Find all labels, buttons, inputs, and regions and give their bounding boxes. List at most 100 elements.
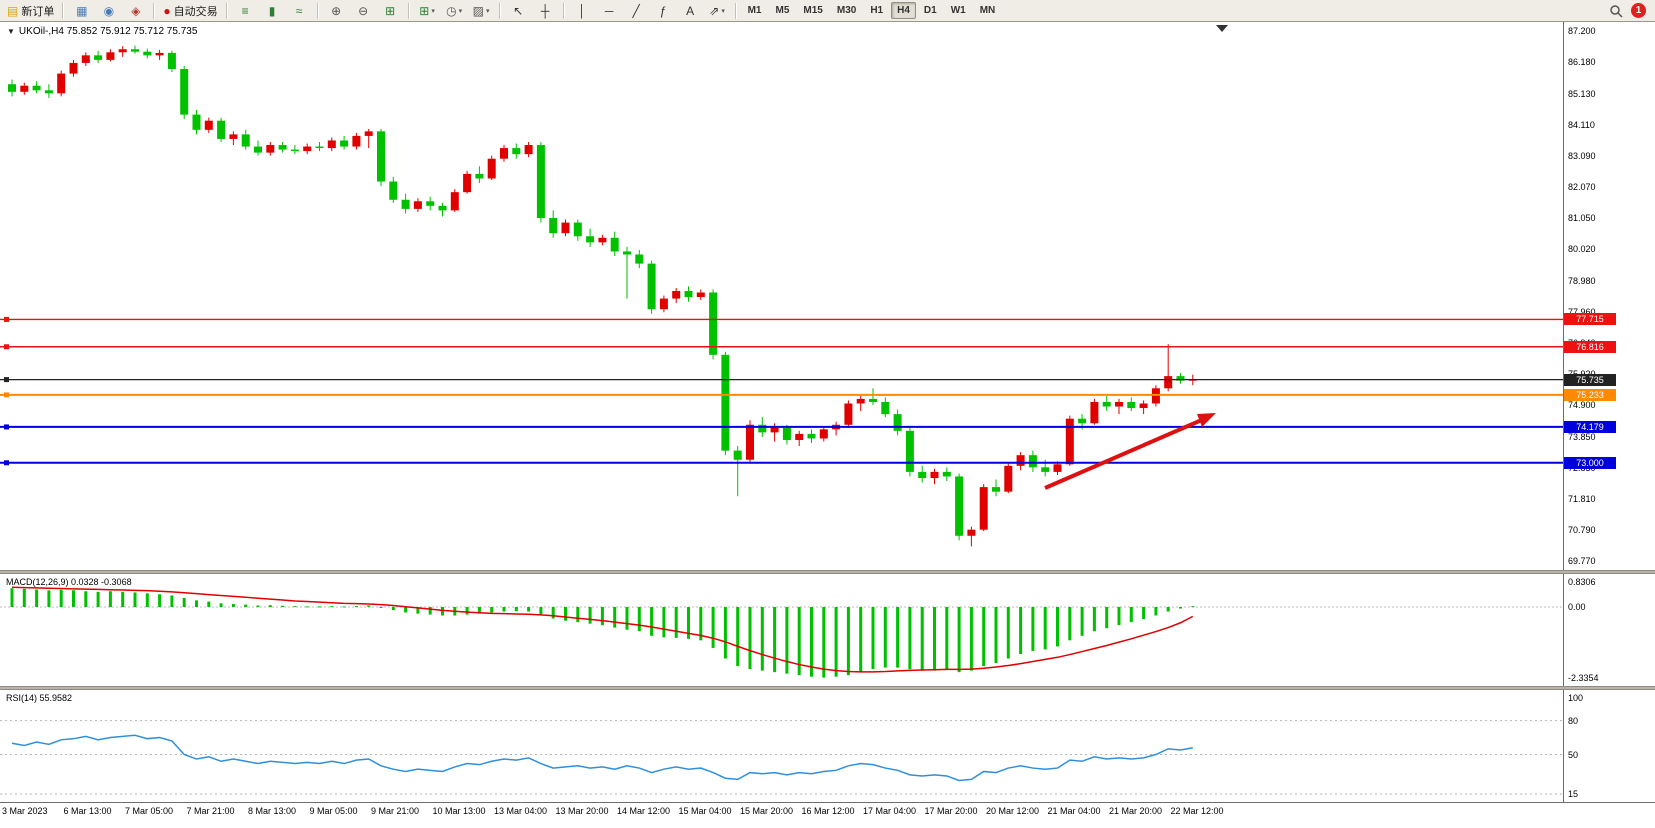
horizontal-line-75.735[interactable] [0, 377, 1563, 383]
candlestick-chart-icon: ▮ [268, 3, 276, 18]
text-icon: A [686, 3, 695, 18]
timeframe-d1-button[interactable]: D1 [923, 5, 937, 16]
price-axis-label: 86.180 [1568, 57, 1596, 67]
chevron-down-icon: ▾ [486, 7, 490, 15]
autotrade-button-label: 自动交易 [173, 5, 218, 18]
new-order-button-label: 新订单 [21, 5, 55, 18]
chart-menu-icon[interactable]: ▼ [7, 27, 15, 36]
chevron-down-icon: ▾ [721, 7, 725, 15]
data-window-button[interactable]: ◉ [96, 0, 121, 21]
line-handle[interactable] [4, 424, 9, 430]
autotrade-button[interactable]: ● 自动交易 [160, 0, 220, 21]
notification-badge[interactable]: 1 [1631, 3, 1646, 18]
fibonacci-icon: ƒ [659, 3, 667, 18]
new-order-button[interactable]: ▤ 新订单 [4, 0, 57, 21]
scroll-marker-icon[interactable] [1216, 25, 1228, 32]
time-axis-label: 20 Mar 12:00 [986, 806, 1040, 816]
toolbar-separator [498, 2, 501, 19]
text-button[interactable]: A [678, 0, 703, 21]
toolbar: ▤ 新订单 ▦ ◉ ◈ ● 自动交易 ≡ ▮ ≈ ⊕ ⊖ ⊞ ⊞ ▾ ◷ ▾ ▨ ▾ ↖ ┼ │ ─ ╱ ƒ A ⇗ ▾ M1 M5 M15… [0, 0, 1655, 22]
search-button[interactable] [1603, 0, 1628, 21]
price-tag-74.179: 74.179 [1564, 420, 1616, 433]
cursor-button[interactable]: ↖ [506, 0, 531, 21]
price-axis-label: 84.110 [1568, 119, 1595, 130]
main-chart[interactable] [0, 22, 1563, 570]
trend-arrow[interactable] [1044, 413, 1216, 490]
panel-splitter[interactable] [0, 686, 1655, 690]
timeframe-mn-button[interactable]: MN [979, 5, 996, 16]
rsi-label: RSI(14) 55.9582 [6, 693, 73, 703]
rsi-panel[interactable] [0, 690, 1563, 802]
crosshair-icon: ┼ [540, 3, 550, 18]
toolbar-separator [562, 2, 565, 19]
line-chart-icon: ≈ [295, 3, 303, 18]
zoom-out-icon: ⊖ [358, 3, 369, 18]
templates-icon: ▨ [472, 3, 484, 18]
timeframe-h1-button[interactable]: H1 [870, 5, 884, 16]
templates-button[interactable]: ▨ ▾ [469, 0, 494, 21]
candlestick-series [8, 45, 1197, 547]
toolbar-separator [734, 2, 737, 19]
trendline-button[interactable]: ╱ [624, 0, 649, 21]
timeframe-m5-button[interactable]: M5 [775, 5, 790, 16]
rsi-axis-label: 50 [1568, 749, 1579, 760]
profiles-button[interactable]: ◷ ▾ [442, 0, 467, 21]
line-handle[interactable] [4, 316, 9, 322]
time-axis-label: 15 Mar 20:00 [740, 806, 794, 816]
price-tag-75.233: 75.233 [1564, 388, 1616, 401]
timeframe-h4-button[interactable]: H4 [891, 2, 916, 19]
zoom-out-button[interactable]: ⊖ [351, 0, 376, 21]
macd-axis-label: -2.3354 [1568, 672, 1599, 683]
market-watch-button[interactable]: ▦ [69, 0, 94, 21]
timeframe-m15-button[interactable]: M15 [803, 5, 823, 16]
navigator-button[interactable]: ◈ [123, 0, 148, 21]
toolbar-separator [62, 2, 65, 19]
crosshair-button[interactable]: ┼ [533, 0, 558, 21]
candlestick-chart-button[interactable]: ▮ [260, 0, 285, 21]
time-axis-label: 8 Mar 13:00 [248, 806, 297, 816]
horizontal-line-77.715[interactable] [0, 316, 1563, 322]
line-chart-button[interactable]: ≈ [287, 0, 312, 21]
chevron-down-icon: ▾ [431, 7, 435, 15]
time-axis-label: 21 Mar 04:00 [1047, 806, 1101, 816]
time-axis-label: 3 Mar 2023 [2, 806, 48, 816]
line-handle[interactable] [4, 460, 9, 466]
search-icon [1609, 4, 1623, 18]
chart-title: ▼ UKOil-,H4 75.852 75.912 75.712 75.735 [7, 26, 197, 37]
horizontal-line-74.179[interactable] [0, 424, 1563, 430]
panel-splitter[interactable] [0, 570, 1655, 574]
macd-panel[interactable] [0, 574, 1563, 686]
profiles-icon: ◷ [446, 3, 457, 18]
new-chart-button[interactable]: ⊞ ▾ [415, 0, 440, 21]
timeframe-m30-button[interactable]: M30 [836, 5, 857, 16]
arrows-button[interactable]: ⇗ ▾ [705, 0, 730, 21]
price-tag-75.735: 75.735 [1564, 373, 1616, 386]
tile-windows-icon: ⊞ [385, 3, 396, 18]
zoom-in-button[interactable]: ⊕ [324, 0, 349, 21]
horizontal-line-75.233[interactable] [0, 392, 1563, 398]
vertical-line-button[interactable]: │ [570, 0, 595, 21]
price-tag-77.715: 77.715 [1564, 313, 1616, 326]
line-handle[interactable] [4, 377, 9, 383]
time-axis-label: 7 Mar 21:00 [186, 806, 235, 816]
timeframe-m1-button[interactable]: M1 [747, 5, 762, 16]
bar-chart-icon: ≡ [241, 3, 249, 18]
line-handle[interactable] [4, 392, 9, 398]
horizontal-line-76.816[interactable] [0, 344, 1563, 350]
market-watch-icon: ▦ [76, 3, 88, 18]
price-axis-label: 81.050 [1568, 213, 1596, 223]
toolbar-separator [153, 2, 156, 19]
price-axis-label: 71.810 [1568, 493, 1596, 504]
price-tag-73.000: 73.000 [1564, 456, 1616, 469]
time-axis-label: 14 Mar 12:00 [617, 806, 671, 816]
bar-chart-button[interactable]: ≡ [233, 0, 258, 21]
timeframe-w1-button[interactable]: W1 [950, 5, 966, 16]
price-axis-label: 83.090 [1568, 150, 1596, 161]
fibonacci-button[interactable]: ƒ [651, 0, 676, 21]
horizontal-line-73.000[interactable] [0, 460, 1563, 466]
horizontal-line-button[interactable]: ─ [597, 0, 622, 21]
time-axis-border [0, 802, 1655, 803]
line-handle[interactable] [4, 344, 9, 350]
tile-windows-button[interactable]: ⊞ [378, 0, 403, 21]
